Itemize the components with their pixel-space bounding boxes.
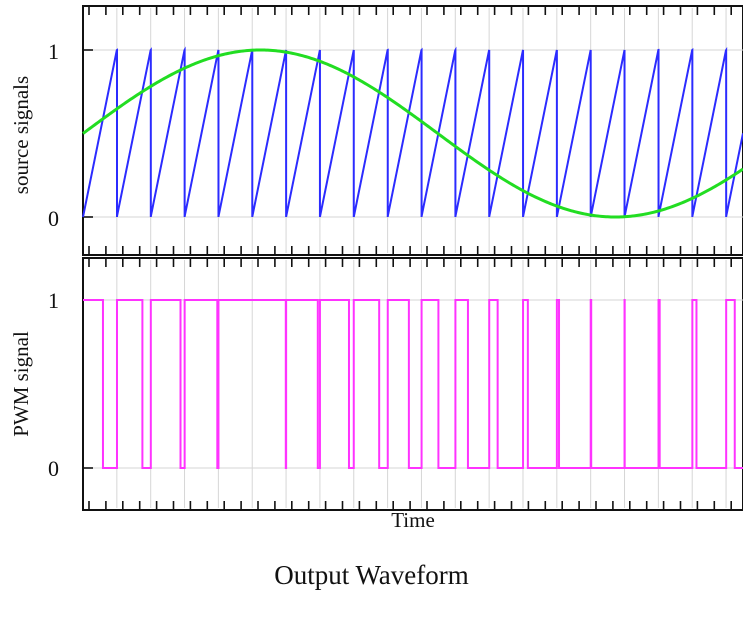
pwm-ylabel: PWM signal: [9, 331, 33, 437]
sawtooth-carrier-line: [82, 46, 743, 218]
source-signals-plot-frame: [82, 5, 743, 256]
source-signals-panel: 1 0 source signals: [9, 5, 743, 256]
source-signals-ticks: [83, 6, 733, 255]
time-xlabel: Time: [391, 508, 435, 532]
pwm-ytick-0: 0: [48, 456, 59, 481]
figure-caption: Output Waveform: [274, 560, 469, 590]
pwm-ticks: [83, 258, 733, 510]
source-signals-ylabel: source signals: [9, 76, 33, 194]
pwm-ytick-1: 1: [48, 288, 59, 313]
pwm-signal-panel: 1 0 PWM signal: [9, 257, 743, 511]
pwm-plot-frame: [82, 257, 743, 511]
source-signals-ytick-1: 1: [48, 39, 59, 64]
sine-reference-line: [82, 48, 743, 219]
pwm-output-line: [83, 299, 743, 469]
source-signals-ytick-0: 0: [48, 206, 59, 231]
